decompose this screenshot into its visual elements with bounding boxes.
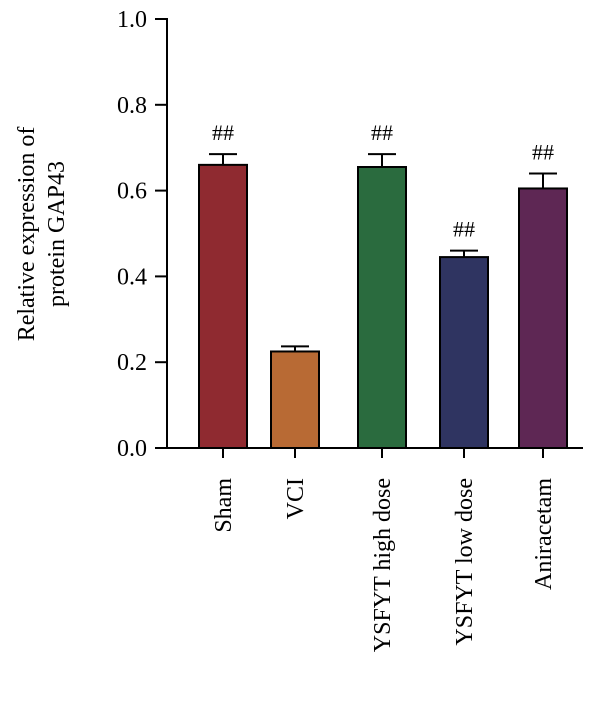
y-tick-label: 0.2 [117,350,147,376]
y-tick-label: 0.0 [117,436,147,462]
bar [357,166,407,449]
significance-label: ## [212,120,234,145]
significance-label: ## [532,139,554,164]
y-axis-ticks: 0.0 0.2 0.4 0.6 0.8 1.0 [117,7,167,462]
x-tick-label: Aniracetam [531,478,557,590]
y-axis-title-line-2: protein GAP43 [44,161,70,307]
bars: ## ## ## ## [198,120,568,450]
significance-label: ## [453,217,475,242]
bar [198,163,248,450]
y-tick-label: 0.8 [117,93,147,119]
x-tick-label: Sham [211,478,237,533]
y-tick-label: 1.0 [117,7,147,33]
x-axis-labels: Sham VCI YSFYT high dose YSFYT low dose Anir… [211,448,557,652]
y-axis-title-line-1: Relative expression of [14,127,40,342]
x-tick-label: VCI [283,478,309,519]
y-axis-title: Relative expression of protein GAP43 [14,127,70,342]
bar [439,256,489,449]
x-tick-label: YSFYT low dose [452,478,478,646]
y-tick-label: 0.4 [117,264,147,290]
bar [270,350,320,450]
bar [518,187,568,450]
y-tick-label: 0.6 [117,179,147,205]
x-tick-label: YSFYT high dose [370,478,396,652]
significance-label: ## [371,120,393,145]
